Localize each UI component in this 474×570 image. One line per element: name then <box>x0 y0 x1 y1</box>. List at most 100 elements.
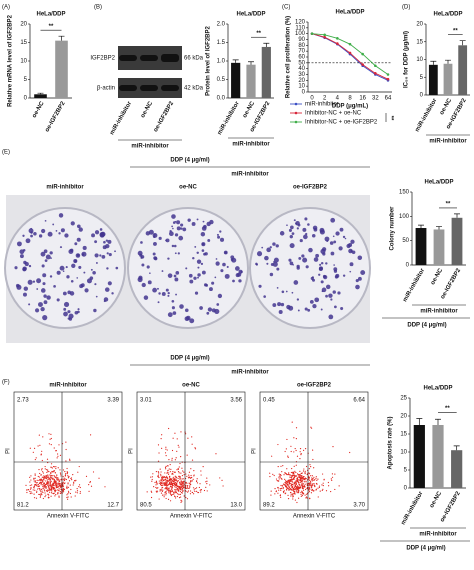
colony <box>335 231 340 236</box>
event <box>167 465 169 467</box>
colony <box>357 255 363 261</box>
event <box>185 433 187 435</box>
event <box>58 481 60 483</box>
event <box>55 466 57 468</box>
event <box>48 486 50 489</box>
event <box>27 489 29 491</box>
colony <box>307 223 310 226</box>
event <box>296 492 298 494</box>
event <box>33 480 35 482</box>
event <box>57 482 59 484</box>
event <box>48 485 50 487</box>
colony <box>266 247 271 253</box>
colony <box>101 254 106 259</box>
event <box>292 489 294 491</box>
event <box>303 481 305 483</box>
event <box>279 488 281 490</box>
event <box>67 490 70 492</box>
event <box>67 482 69 484</box>
event <box>48 477 50 480</box>
y-axis-label: Relative cell proliferation (%) <box>286 16 292 98</box>
point <box>374 72 377 75</box>
y-tick-label: 5 <box>404 468 408 474</box>
event <box>349 451 351 454</box>
colony <box>295 220 300 226</box>
colony <box>298 256 302 260</box>
colony <box>189 318 195 324</box>
colony <box>156 287 159 290</box>
colony <box>202 220 205 223</box>
event <box>295 480 297 482</box>
event <box>189 490 192 492</box>
y-tick-label: 20 <box>416 22 423 28</box>
colony <box>63 301 70 308</box>
event <box>297 488 299 490</box>
event <box>193 493 195 495</box>
colony <box>325 284 331 290</box>
event <box>36 488 39 490</box>
event <box>174 490 176 492</box>
colony <box>288 228 292 232</box>
event <box>290 445 292 447</box>
plot-label: miR-inhibitor <box>49 383 87 389</box>
event <box>319 490 321 492</box>
event <box>301 494 303 497</box>
event <box>284 484 287 486</box>
event <box>195 480 198 483</box>
event <box>75 479 77 481</box>
event <box>299 477 302 479</box>
colony <box>277 302 282 307</box>
colony <box>192 256 195 260</box>
event <box>290 476 292 478</box>
error-bar <box>232 59 239 63</box>
colony <box>176 226 181 231</box>
event <box>29 484 31 487</box>
event <box>38 434 40 436</box>
event <box>30 491 32 493</box>
event <box>186 498 189 500</box>
colony <box>313 227 318 232</box>
colony <box>41 228 46 234</box>
colony <box>171 225 174 228</box>
event <box>295 483 297 485</box>
event <box>55 493 57 496</box>
event <box>308 476 311 478</box>
event <box>196 478 198 480</box>
event <box>167 498 170 501</box>
colony <box>200 262 204 265</box>
event <box>290 483 292 485</box>
event <box>178 466 180 468</box>
colony <box>307 308 311 312</box>
event <box>302 485 304 488</box>
event <box>322 484 324 487</box>
event <box>290 485 292 487</box>
event <box>161 482 163 484</box>
legend-label: Inhibitor-NC + oe-NC <box>305 111 362 117</box>
event <box>308 479 311 481</box>
colony <box>330 298 333 301</box>
event <box>38 476 40 478</box>
event <box>64 482 66 484</box>
event <box>55 467 57 470</box>
colony <box>78 227 83 232</box>
event <box>88 490 90 492</box>
event <box>331 473 334 475</box>
y-tick-label: 10 <box>20 59 27 65</box>
colony <box>36 288 39 290</box>
colony <box>350 239 355 244</box>
colony <box>161 292 166 296</box>
x-axis-label: Annexin V-FITC <box>293 514 336 520</box>
event <box>317 478 319 480</box>
event <box>317 487 319 489</box>
event <box>32 451 34 453</box>
error-bar <box>454 213 460 218</box>
event <box>330 490 332 493</box>
event <box>67 496 69 498</box>
bar <box>451 450 463 488</box>
lane-label: oe-IGF2BP2 <box>153 100 176 133</box>
colony <box>286 224 288 227</box>
event <box>60 479 62 481</box>
event <box>300 476 302 478</box>
event <box>281 471 283 473</box>
event <box>64 475 66 477</box>
